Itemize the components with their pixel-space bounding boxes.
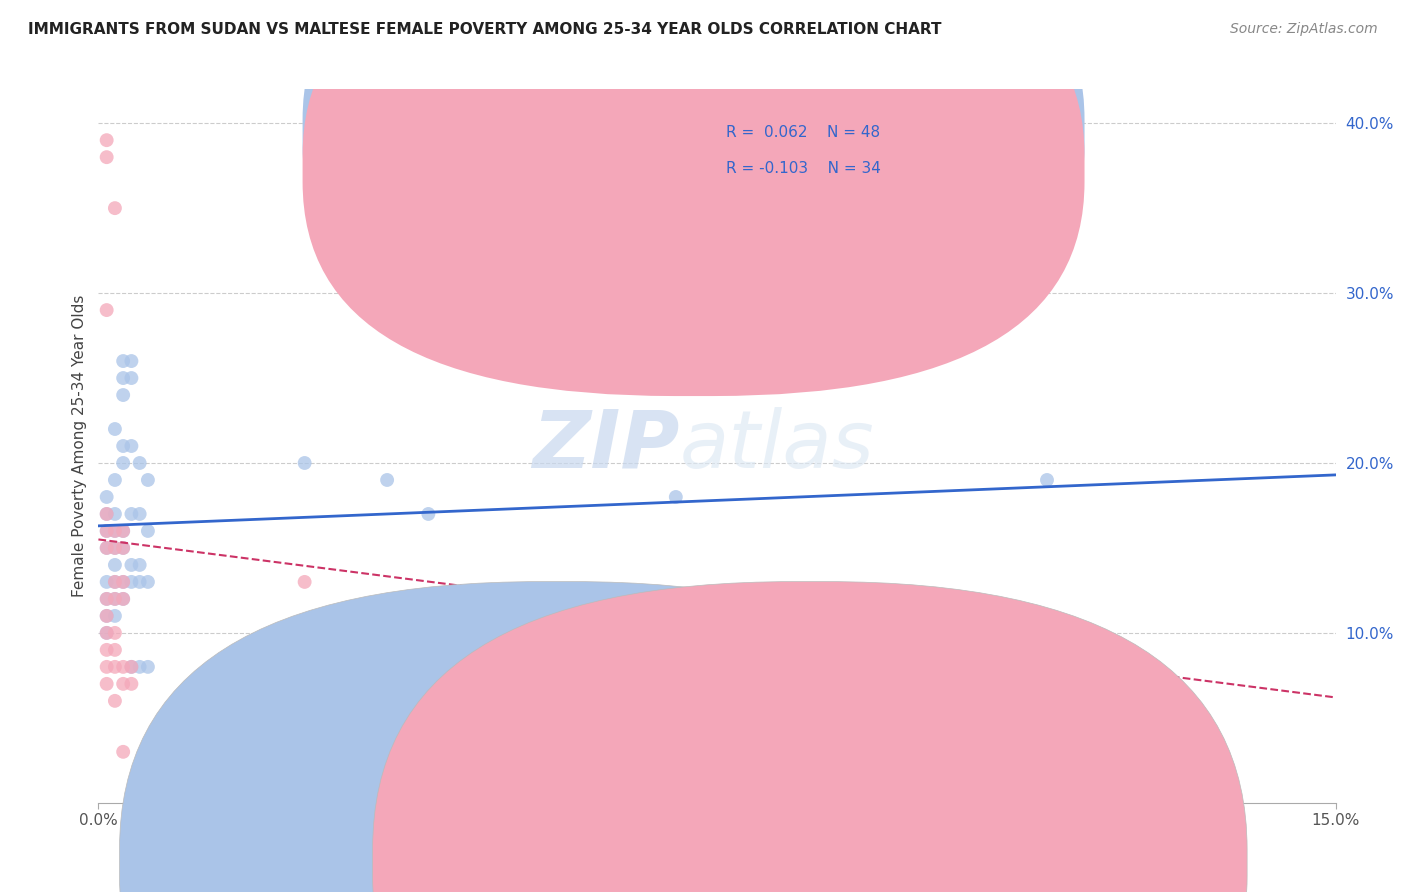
Point <box>375 473 398 487</box>
Point <box>96 303 118 318</box>
Text: Maltese: Maltese <box>832 858 891 872</box>
Point <box>136 660 159 674</box>
Point <box>112 439 135 453</box>
Point <box>104 201 127 215</box>
Point <box>96 507 118 521</box>
Point <box>136 524 159 538</box>
Point <box>96 608 118 623</box>
Point <box>104 643 127 657</box>
Point <box>96 524 118 538</box>
Point <box>120 660 142 674</box>
FancyBboxPatch shape <box>650 100 1001 196</box>
Point <box>120 677 142 691</box>
Point <box>112 660 135 674</box>
Text: IMMIGRANTS FROM SUDAN VS MALTESE FEMALE POVERTY AMONG 25-34 YEAR OLDS CORRELATIO: IMMIGRANTS FROM SUDAN VS MALTESE FEMALE … <box>28 22 942 37</box>
Point <box>104 591 127 606</box>
Point <box>104 660 127 674</box>
Text: atlas: atlas <box>681 407 875 485</box>
Point <box>104 626 127 640</box>
Point <box>541 660 564 674</box>
Point <box>499 660 522 674</box>
Point <box>96 626 118 640</box>
Point <box>120 354 142 368</box>
Y-axis label: Female Poverty Among 25-34 Year Olds: Female Poverty Among 25-34 Year Olds <box>72 295 87 597</box>
Point <box>96 591 118 606</box>
Point <box>112 574 135 589</box>
Text: Immigrants from Sudan: Immigrants from Sudan <box>579 858 761 872</box>
Point <box>96 150 118 164</box>
Point <box>1036 473 1059 487</box>
Text: R =  0.062    N = 48: R = 0.062 N = 48 <box>725 125 880 140</box>
Point <box>294 574 316 589</box>
Point <box>104 473 127 487</box>
Point <box>96 490 118 504</box>
Point <box>104 507 127 521</box>
Point <box>112 524 135 538</box>
Point <box>104 524 127 538</box>
Point <box>128 660 150 674</box>
Point <box>104 541 127 555</box>
Point <box>136 473 159 487</box>
Point <box>96 541 118 555</box>
Point <box>96 643 118 657</box>
Point <box>120 507 142 521</box>
Point <box>120 558 142 572</box>
Point <box>96 608 118 623</box>
Point <box>112 574 135 589</box>
Point <box>375 660 398 674</box>
Point <box>112 354 135 368</box>
Point <box>665 490 688 504</box>
Point <box>104 694 127 708</box>
Point <box>104 524 127 538</box>
Point <box>128 456 150 470</box>
Point <box>112 541 135 555</box>
Point <box>96 524 118 538</box>
Point <box>136 574 159 589</box>
Point <box>128 574 150 589</box>
Point <box>112 456 135 470</box>
Point <box>128 507 150 521</box>
Point <box>96 133 118 147</box>
Text: ZIP: ZIP <box>533 407 681 485</box>
Point <box>120 574 142 589</box>
Point <box>418 507 440 521</box>
Point <box>104 591 127 606</box>
Point <box>96 574 118 589</box>
Point <box>623 608 645 623</box>
Point <box>104 422 127 436</box>
Point <box>104 558 127 572</box>
Point <box>104 608 127 623</box>
Point <box>96 660 118 674</box>
Text: R = -0.103    N = 34: R = -0.103 N = 34 <box>725 161 880 176</box>
Point <box>104 574 127 589</box>
Point <box>96 677 118 691</box>
Point <box>96 507 118 521</box>
FancyBboxPatch shape <box>302 0 1084 360</box>
Point <box>120 439 142 453</box>
Point <box>104 541 127 555</box>
Point <box>112 677 135 691</box>
Point <box>96 591 118 606</box>
Point <box>112 524 135 538</box>
Point <box>112 591 135 606</box>
FancyBboxPatch shape <box>302 0 1084 396</box>
Point <box>294 456 316 470</box>
Point <box>120 371 142 385</box>
Point <box>96 541 118 555</box>
Point <box>112 745 135 759</box>
Point <box>96 626 118 640</box>
Point <box>112 371 135 385</box>
Point <box>112 388 135 402</box>
Point <box>104 574 127 589</box>
Point <box>112 541 135 555</box>
Point <box>112 591 135 606</box>
Text: Source: ZipAtlas.com: Source: ZipAtlas.com <box>1230 22 1378 37</box>
Point <box>128 558 150 572</box>
Point <box>120 660 142 674</box>
